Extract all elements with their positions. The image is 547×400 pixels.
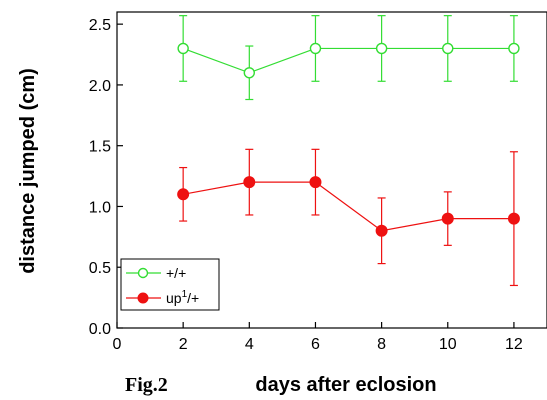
series-group (177, 15, 520, 287)
data-point (309, 42, 322, 55)
x-axis-label: days after eclosion (255, 374, 436, 396)
legend-label-wildtype: +/+ (166, 265, 186, 281)
legend-item-wildtype: +/+ (126, 265, 186, 281)
y-tick-label: 2.5 (89, 17, 111, 34)
legend-box (120, 258, 220, 311)
x-tick-label: 0 (113, 336, 122, 353)
axes: 0 2 4 6 8 10 12 0.0 0.5 1.0 1.5 2.0 2.5 (89, 17, 523, 353)
x-tick-label: 8 (377, 336, 386, 353)
data-point (177, 42, 189, 55)
y-axis-label: distance jumped (cm) (17, 68, 39, 274)
legend-label-mutant-suffix: /+ (187, 290, 199, 306)
x-tick-label: 6 (311, 336, 320, 353)
legend-marker-wildtype (137, 267, 149, 279)
data-point (375, 42, 388, 55)
data-point (243, 67, 256, 79)
x-tick-label: 10 (439, 336, 457, 353)
data-point (177, 188, 190, 201)
y-tick-label: 0.5 (89, 260, 111, 277)
series-mutant (177, 148, 520, 287)
y-tick-label: 1.0 (89, 199, 111, 216)
figure-label: Fig.2 (125, 374, 168, 396)
data-point (309, 176, 322, 189)
data-point (507, 212, 520, 225)
y-tick-label: 0.0 (89, 321, 111, 338)
plot-frame (116, 11, 547, 329)
legend-label-mutant-base: up (166, 290, 182, 306)
legend-label-mutant: up1/+ (166, 289, 199, 306)
x-tick-label: 4 (245, 336, 254, 353)
series-wildtype (177, 15, 520, 101)
series-line-mutant (183, 181, 514, 232)
data-point (375, 224, 388, 237)
data-point (442, 42, 454, 55)
data-point (243, 176, 256, 189)
y-tick-label: 1.5 (89, 139, 111, 156)
x-tick-label: 2 (179, 336, 188, 353)
x-tick-label: 12 (505, 336, 523, 353)
y-tick-label: 2.0 (89, 78, 111, 95)
data-point (441, 212, 454, 225)
legend-label-mutant-superscript: 1 (182, 289, 188, 300)
legend: +/+ up1/+ (120, 258, 220, 311)
legend-marker-mutant (137, 292, 149, 304)
legend-item-mutant: up1/+ (126, 289, 199, 306)
data-point (508, 42, 520, 55)
series-line-wildtype (182, 47, 514, 74)
